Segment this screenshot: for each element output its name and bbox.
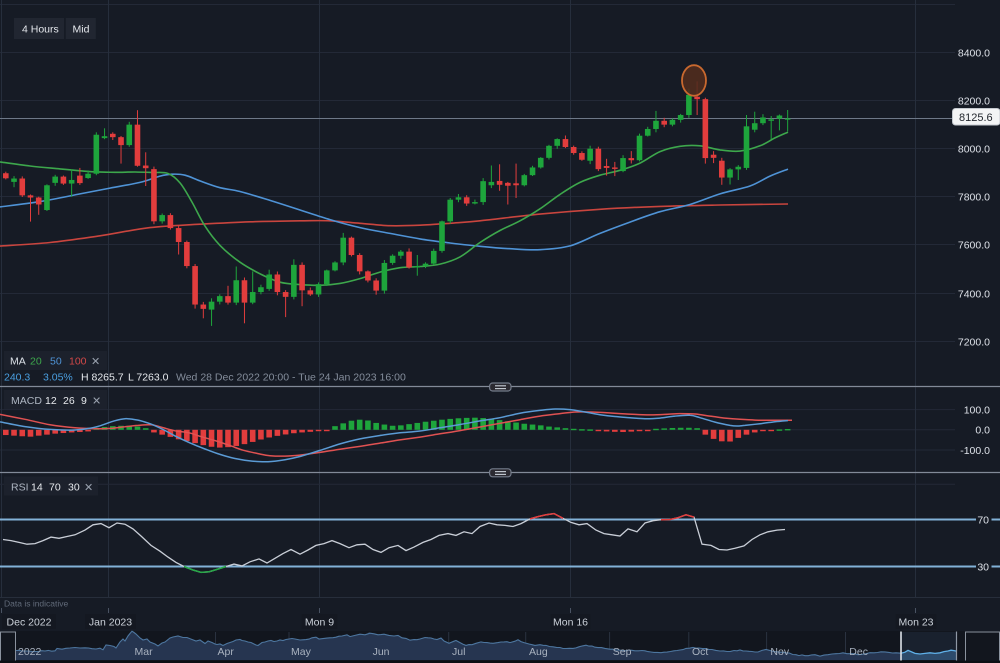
svg-text:2022: 2022 xyxy=(18,646,42,658)
svg-text:Mon 23: Mon 23 xyxy=(898,617,933,629)
svg-text:Mid: Mid xyxy=(73,24,90,36)
svg-text:Nov: Nov xyxy=(770,646,789,658)
svg-text:✕: ✕ xyxy=(84,482,93,494)
svg-text:30: 30 xyxy=(977,561,989,573)
svg-text:-100.0: -100.0 xyxy=(960,445,990,457)
svg-text:100.0: 100.0 xyxy=(964,404,990,416)
svg-text:3.05%: 3.05% xyxy=(43,372,73,384)
svg-text:9: 9 xyxy=(81,395,87,407)
svg-text:✕: ✕ xyxy=(91,356,100,368)
svg-text:Mon 16: Mon 16 xyxy=(553,617,588,629)
svg-text:Jul: Jul xyxy=(452,646,465,658)
svg-text:240.3: 240.3 xyxy=(4,372,30,384)
svg-text:Oct: Oct xyxy=(692,646,708,658)
svg-text:70: 70 xyxy=(977,514,989,526)
svg-text:7600.0: 7600.0 xyxy=(958,239,990,251)
svg-text:Mar: Mar xyxy=(135,646,154,658)
svg-text:Sep: Sep xyxy=(613,646,632,658)
svg-text:8200.0: 8200.0 xyxy=(958,95,990,107)
svg-text:0.0: 0.0 xyxy=(975,425,990,437)
svg-text:May: May xyxy=(291,646,312,658)
svg-text:8125.6: 8125.6 xyxy=(959,112,993,124)
svg-text:7400.0: 7400.0 xyxy=(958,288,990,300)
svg-text:Wed 28 Dec 2022 20:00 - Tue 24: Wed 28 Dec 2022 20:00 - Tue 24 Jan 2023 … xyxy=(176,372,406,384)
svg-text:RSI: RSI xyxy=(11,482,29,494)
svg-text:Mon 9: Mon 9 xyxy=(305,617,334,629)
svg-text:Apr: Apr xyxy=(218,646,235,658)
svg-text:✕: ✕ xyxy=(92,396,101,408)
svg-text:H 8265.7: H 8265.7 xyxy=(81,372,124,384)
svg-text:MACD: MACD xyxy=(11,395,42,407)
svg-text:7200.0: 7200.0 xyxy=(958,336,990,348)
svg-text:4 Hours: 4 Hours xyxy=(22,24,59,36)
svg-text:70: 70 xyxy=(49,482,61,494)
svg-text:L 7263.0: L 7263.0 xyxy=(128,372,169,384)
svg-text:Dec 2022: Dec 2022 xyxy=(7,617,52,629)
svg-text:MA: MA xyxy=(10,356,26,368)
svg-text:50: 50 xyxy=(50,356,62,368)
svg-text:Dec: Dec xyxy=(849,646,868,658)
svg-text:Data is indicative: Data is indicative xyxy=(4,599,69,609)
svg-text:Jun: Jun xyxy=(373,646,390,658)
svg-text:26: 26 xyxy=(63,395,75,407)
svg-text:14: 14 xyxy=(31,482,43,494)
svg-text:7800.0: 7800.0 xyxy=(958,191,990,203)
svg-text:100: 100 xyxy=(69,356,87,368)
svg-text:8000.0: 8000.0 xyxy=(958,143,990,155)
svg-text:Jan 2023: Jan 2023 xyxy=(89,617,132,629)
svg-text:20: 20 xyxy=(30,356,42,368)
svg-text:30: 30 xyxy=(68,482,80,494)
svg-text:8400.0: 8400.0 xyxy=(958,47,990,59)
svg-text:Aug: Aug xyxy=(529,646,548,658)
svg-text:12: 12 xyxy=(45,395,57,407)
